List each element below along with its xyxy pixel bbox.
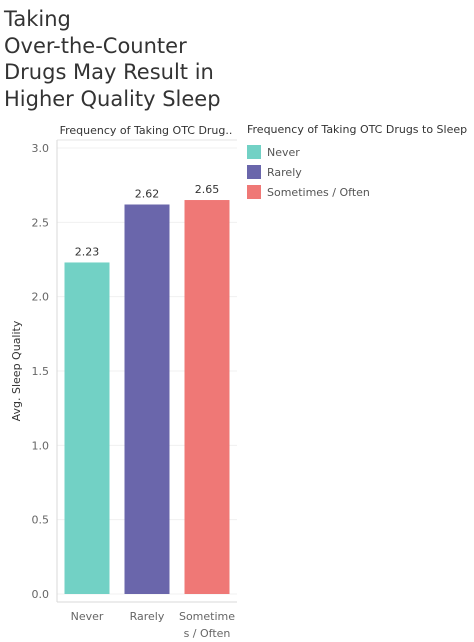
y-tick-label: 0.5 <box>32 514 50 527</box>
chart-title-line: Drugs May Result in <box>4 60 214 84</box>
chart-title-line: Higher Quality Sleep <box>4 86 221 111</box>
bar[interactable] <box>184 200 230 595</box>
y-tick-label: 1.5 <box>32 365 50 378</box>
legend: Frequency of Taking OTC Drugs to Sleep N… <box>247 123 467 202</box>
x-tick-label: Rarely <box>130 610 165 623</box>
x-tick-label: Never <box>71 610 104 623</box>
legend-label: Never <box>267 145 300 159</box>
legend-label: Rarely <box>267 165 302 179</box>
legend-item[interactable]: Never <box>247 142 467 162</box>
y-tick-label: 1.0 <box>32 439 50 452</box>
y-axis-title: Avg. Sleep Quality <box>10 320 23 421</box>
x-axis: Never Rarely Sometime s / Often <box>57 601 237 640</box>
legend-swatch <box>247 185 261 199</box>
legend-swatch <box>247 165 261 179</box>
data-label: 2.62 <box>135 187 160 200</box>
y-tick-label: 3.0 <box>32 142 50 155</box>
bar[interactable] <box>64 262 110 594</box>
data-label: 2.23 <box>75 245 100 258</box>
y-axis: 0.0 0.5 1.0 1.5 2.0 2.5 3.0 <box>32 140 58 602</box>
legend-label: Sometimes / Often <box>267 185 370 199</box>
legend-swatch <box>247 145 261 159</box>
legend-item[interactable]: Sometimes / Often <box>247 182 467 202</box>
column-header: Frequency of Taking OTC Drug.. <box>60 124 233 137</box>
data-label: 2.65 <box>195 183 220 196</box>
x-tick-label: Sometime <box>179 610 235 623</box>
bar[interactable] <box>124 204 170 594</box>
x-tick-label: s / Often <box>184 627 231 640</box>
chart-title-line: Taking <box>4 7 71 31</box>
y-tick-label: 2.0 <box>32 291 50 304</box>
legend-item[interactable]: Rarely <box>247 162 467 182</box>
bars <box>64 200 230 595</box>
chart-title: Taking Over-the-Counter Drugs May Result… <box>4 6 264 112</box>
chart-title-line: Over-the-Counter <box>4 33 187 58</box>
legend-title: Frequency of Taking OTC Drugs to Sleep <box>247 123 468 136</box>
y-tick-label: 2.5 <box>32 216 50 229</box>
y-tick-label: 0.0 <box>32 588 50 601</box>
data-labels: 2.23 2.62 2.65 <box>75 183 220 258</box>
